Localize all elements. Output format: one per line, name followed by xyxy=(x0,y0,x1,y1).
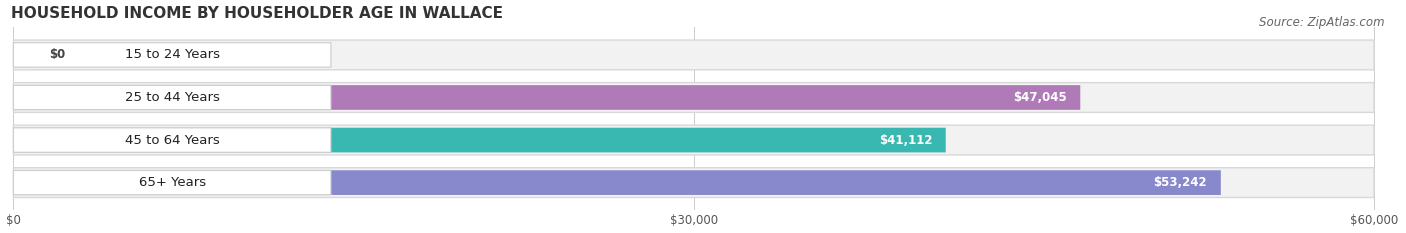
Text: $53,242: $53,242 xyxy=(1153,176,1208,189)
Text: HOUSEHOLD INCOME BY HOUSEHOLDER AGE IN WALLACE: HOUSEHOLD INCOME BY HOUSEHOLDER AGE IN W… xyxy=(11,6,503,21)
Text: 15 to 24 Years: 15 to 24 Years xyxy=(125,48,219,62)
FancyBboxPatch shape xyxy=(14,43,330,67)
FancyBboxPatch shape xyxy=(14,170,330,195)
Text: 65+ Years: 65+ Years xyxy=(139,176,205,189)
Text: 25 to 44 Years: 25 to 44 Years xyxy=(125,91,219,104)
FancyBboxPatch shape xyxy=(14,83,1374,112)
FancyBboxPatch shape xyxy=(14,128,946,152)
Text: Source: ZipAtlas.com: Source: ZipAtlas.com xyxy=(1260,16,1385,29)
FancyBboxPatch shape xyxy=(14,85,330,110)
FancyBboxPatch shape xyxy=(14,128,330,152)
Text: $47,045: $47,045 xyxy=(1012,91,1067,104)
Text: $0: $0 xyxy=(49,48,66,62)
FancyBboxPatch shape xyxy=(14,125,1374,155)
FancyBboxPatch shape xyxy=(14,168,1374,198)
Text: $41,112: $41,112 xyxy=(879,134,932,147)
FancyBboxPatch shape xyxy=(14,40,1374,70)
Text: 45 to 64 Years: 45 to 64 Years xyxy=(125,134,219,147)
FancyBboxPatch shape xyxy=(14,85,1080,110)
FancyBboxPatch shape xyxy=(14,43,38,67)
FancyBboxPatch shape xyxy=(14,170,1220,195)
